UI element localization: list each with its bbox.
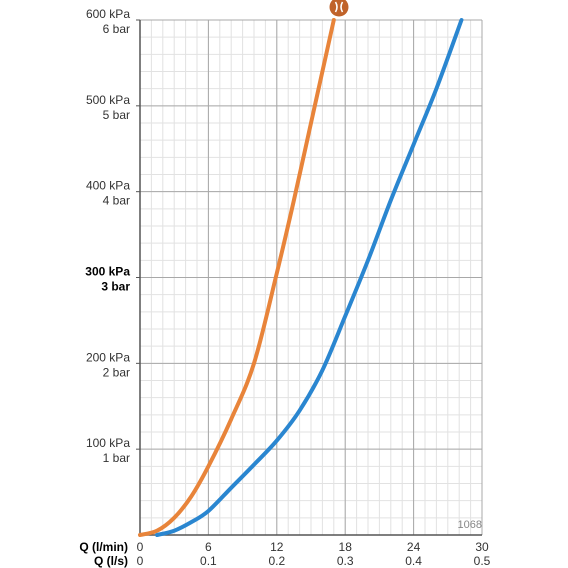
x-tick-label-secondary: 0.2 <box>268 554 285 568</box>
y-tick-label-kpa: 500 kPa <box>86 93 130 107</box>
x-tick-label-primary: 24 <box>407 540 421 554</box>
restrictor-icon <box>329 0 349 17</box>
y-tick-label-bar: 4 bar <box>103 194 130 208</box>
restrictor-symbol <box>334 1 344 13</box>
y-tick-label-kpa: 100 kPa <box>86 436 130 450</box>
x-tick-label-primary: 6 <box>205 540 212 554</box>
series-line-0 <box>138 18 336 537</box>
x-tick-label-primary: 0 <box>137 540 144 554</box>
x-tick-label-primary: 18 <box>339 540 353 554</box>
figure-code: 1068 <box>458 519 482 531</box>
axes <box>136 19 482 536</box>
y-tick-label-kpa: 600 kPa <box>86 7 130 21</box>
x-tick-label-secondary: 0.5 <box>474 554 491 568</box>
y-tick-label-bar: 3 bar <box>101 280 130 294</box>
x-axis-secondary-label: Q (l/s) <box>94 554 128 568</box>
y-tick-label-bar: 6 bar <box>103 22 130 36</box>
x-axis-primary-label: Q (l/min) <box>79 540 128 554</box>
x-tick-label-primary: 30 <box>475 540 489 554</box>
x-tick-labels: 00 60.1 120.2 180.3 240.4 300.5 <box>137 540 491 568</box>
major-grid <box>139 19 483 535</box>
x-tick-label-secondary: 0.3 <box>337 554 354 568</box>
x-tick-label-secondary: 0 <box>137 554 144 568</box>
y-tick-label-bar: 5 bar <box>103 108 130 122</box>
x-tick-label-secondary: 0.1 <box>200 554 217 568</box>
y-tick-label-kpa: 300 kPa <box>85 265 130 279</box>
x-tick-label-primary: 12 <box>270 540 284 554</box>
series-line-1 <box>155 18 464 537</box>
y-tick-label-kpa: 200 kPa <box>86 350 130 364</box>
x-tick-label-secondary: 0.4 <box>405 554 422 568</box>
y-tick-label-bar: 2 bar <box>103 365 130 379</box>
y-tick-label-bar: 1 bar <box>103 451 130 465</box>
restrictor-marker <box>329 0 349 17</box>
series-layer <box>138 18 464 537</box>
y-tick-label-kpa: 400 kPa <box>86 179 130 193</box>
